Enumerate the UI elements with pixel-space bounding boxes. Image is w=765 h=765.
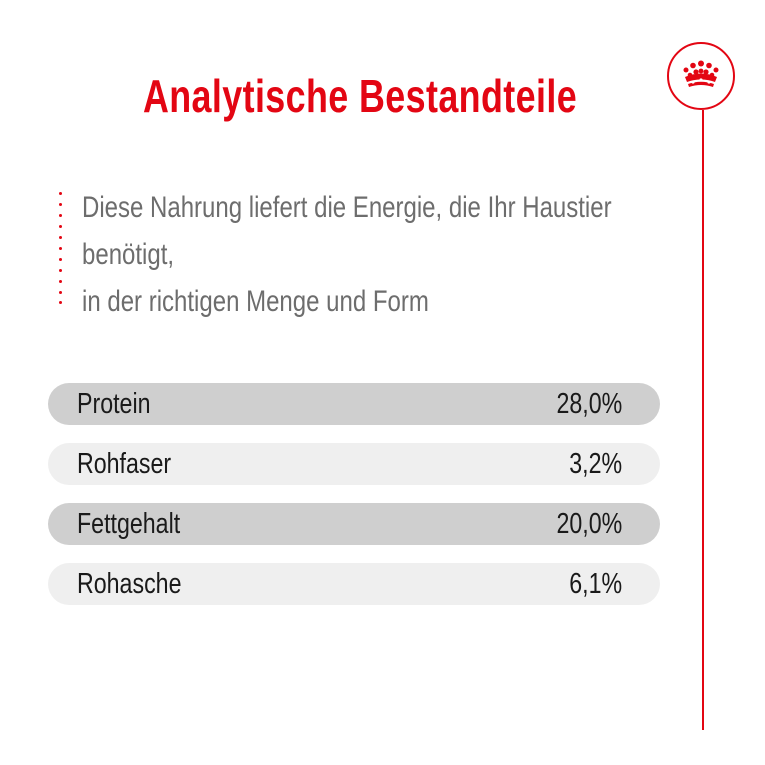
nutrient-value: 3,2% <box>569 448 622 480</box>
nutrient-row-rohfaser: Rohfaser 3,2% <box>48 443 660 485</box>
nutrient-label: Rohasche <box>77 568 182 600</box>
crown-icon <box>683 60 719 87</box>
nutrient-value: 6,1% <box>569 568 622 600</box>
dotted-accent <box>59 192 62 304</box>
nutrient-label: Fettgehalt <box>77 508 181 540</box>
intro-line: benötigt, <box>82 238 175 271</box>
nutrient-row-fettgehalt: Fettgehalt 20,0% <box>48 503 660 545</box>
nutrient-row-protein: Protein 28,0% <box>48 383 660 425</box>
nutrient-value: 28,0% <box>556 388 622 420</box>
vertical-accent-line <box>702 110 704 730</box>
intro-text: Diese Nahrung liefert die Energie, die I… <box>82 184 658 325</box>
nutrient-value: 20,0% <box>556 508 622 540</box>
intro-line: in der richtigen Menge und Form <box>82 285 429 318</box>
page-title: Analytische Bestandteile <box>142 70 578 122</box>
nutrient-label: Rohfaser <box>77 448 172 480</box>
nutrient-row-rohasche: Rohasche 6,1% <box>48 563 660 605</box>
intro-line: Diese Nahrung liefert die Energie, die I… <box>82 191 612 224</box>
brand-logo <box>667 42 735 110</box>
nutrient-label: Protein <box>77 388 151 420</box>
